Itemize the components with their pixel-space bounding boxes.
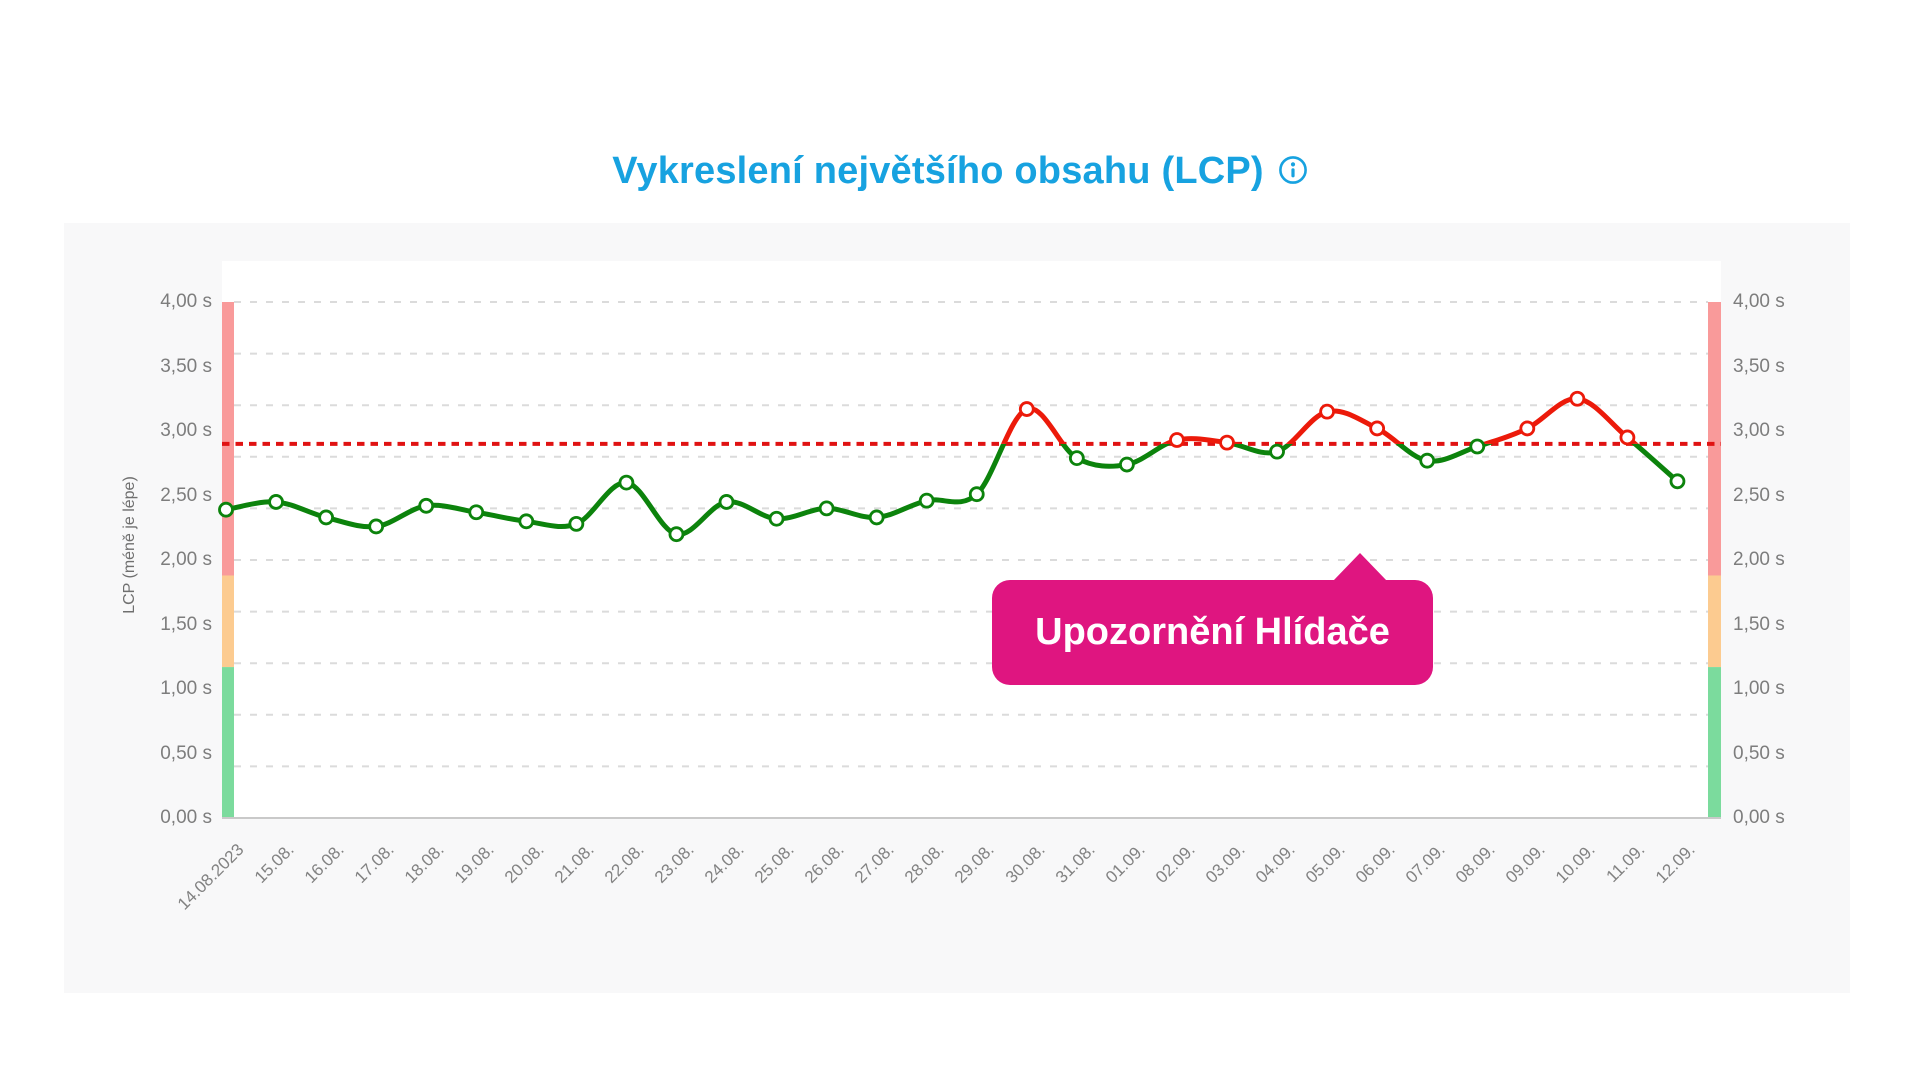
y-tick-label: 3,00 s <box>1733 420 1785 441</box>
data-point-marker[interactable] <box>268 494 284 510</box>
data-point-marker[interactable] <box>418 497 435 514</box>
data-point-marker[interactable] <box>1269 443 1285 460</box>
data-point-marker[interactable] <box>768 510 785 527</box>
data-point-marker[interactable] <box>1419 452 1436 469</box>
data-point-marker[interactable] <box>518 513 535 530</box>
data-point-marker[interactable] <box>1369 420 1386 437</box>
data-point-marker[interactable] <box>868 509 885 526</box>
data-point-marker[interactable] <box>1619 429 1636 446</box>
y-tick-label: 1,00 s <box>160 678 212 699</box>
data-point-marker[interactable] <box>1119 456 1135 473</box>
y-tick-label: 1,50 s <box>1733 613 1785 635</box>
lcp-line-chart <box>218 261 1721 819</box>
data-point-marker[interactable] <box>368 518 385 535</box>
data-point-marker[interactable] <box>318 509 335 526</box>
data-point-marker[interactable] <box>1319 403 1335 420</box>
data-point-marker[interactable] <box>618 474 635 491</box>
callout-arrow-icon <box>1333 553 1387 581</box>
data-point-marker[interactable] <box>1669 473 1686 490</box>
data-point-marker[interactable] <box>1469 438 1486 455</box>
data-point-marker[interactable] <box>1169 432 1185 448</box>
y-tick-label: 1,50 s <box>160 613 212 635</box>
chart-title-row: Vykreslení největšího obsahu (LCP) <box>0 150 1920 193</box>
data-point-marker[interactable] <box>818 500 835 517</box>
data-point-marker[interactable] <box>668 526 685 543</box>
y-tick-label: 3,00 s <box>160 420 212 441</box>
scale-band-right-poor <box>1708 302 1721 576</box>
scale-band-left-good <box>222 667 234 818</box>
y-tick-label: 4,00 s <box>1733 291 1785 312</box>
data-point-marker[interactable] <box>1018 401 1035 417</box>
callout-label: Upozornění Hlídače <box>1035 611 1390 653</box>
scale-band-left-needs-improvement <box>222 575 234 668</box>
y-tick-label: 3,50 s <box>160 355 212 377</box>
data-point-marker[interactable] <box>1569 390 1586 407</box>
data-point-marker[interactable] <box>918 492 935 509</box>
data-point-marker[interactable] <box>1519 420 1536 437</box>
data-point-marker[interactable] <box>1068 450 1085 466</box>
y-tick-label: 2,00 s <box>160 549 212 570</box>
chart-title: Vykreslení největšího obsahu (LCP) <box>612 150 1264 192</box>
scale-band-right-needs-improvement <box>1708 575 1721 668</box>
y-tick-label: 2,00 s <box>1733 549 1785 570</box>
y-tick-label: 1,00 s <box>1733 678 1785 699</box>
scale-band-right-good <box>1708 667 1721 818</box>
chart-card: LCP (méně je lépe) 4,00 s 3,50 s 3,00 s 2,5… <box>64 223 1850 993</box>
info-icon[interactable] <box>1278 155 1308 185</box>
scale-band-left-poor <box>222 302 234 576</box>
data-point-marker[interactable] <box>1219 434 1235 451</box>
y-tick-label: 0,50 s <box>1733 742 1785 764</box>
data-point-marker[interactable] <box>568 515 585 532</box>
alert-callout[interactable]: Upozornění Hlídače <box>992 553 1433 685</box>
data-point-marker[interactable] <box>718 494 735 510</box>
y-tick-label: 4,00 s <box>160 291 212 312</box>
plot-area <box>222 261 1721 818</box>
y-tick-label: 3,50 s <box>1733 355 1785 377</box>
y-tick-label: 0,50 s <box>160 742 212 764</box>
y-tick-label: 2,50 s <box>1733 484 1785 506</box>
data-point-marker[interactable] <box>968 486 985 503</box>
data-point-marker[interactable] <box>468 504 485 521</box>
y-tick-label: 2,50 s <box>160 484 212 506</box>
data-point-marker[interactable] <box>218 501 234 518</box>
y-tick-label: 0,00 s <box>1733 807 1785 828</box>
y-tick-label: 0,00 s <box>160 807 212 828</box>
